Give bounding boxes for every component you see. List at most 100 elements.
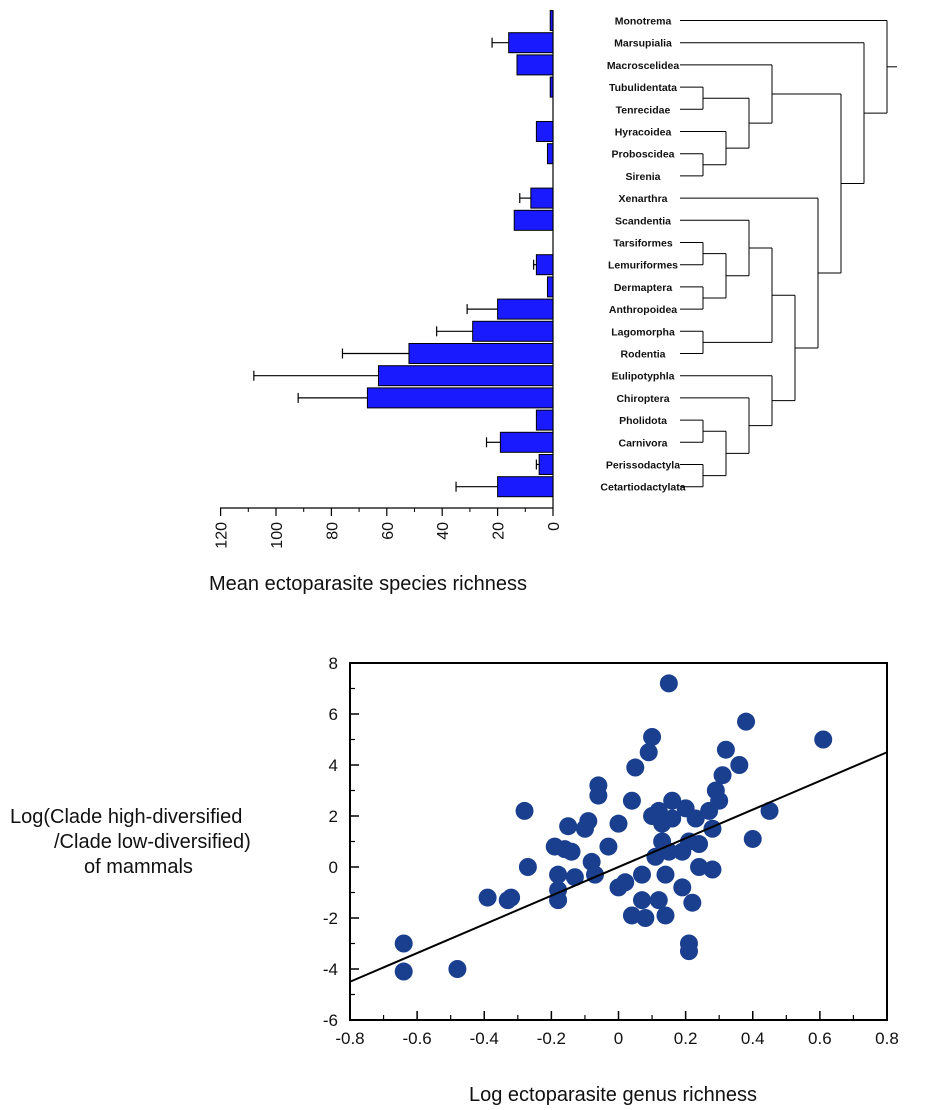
- scatter-point: [565, 868, 584, 887]
- taxon-label-pholidota: Pholidota: [619, 415, 667, 427]
- bar-chart-panel: 120 100 80 60 40 20 0 Monotrema Marsupialia Macro…: [214, 10, 897, 549]
- scatter-point: [555, 840, 574, 859]
- scatter-frame: [349, 662, 888, 1021]
- taxon-label-tenrecidae: Tenrecidae: [616, 104, 671, 116]
- scatter-point: [545, 837, 564, 856]
- scatter-point: [814, 730, 833, 749]
- scatter-x-tick-label: 0: [614, 1029, 623, 1048]
- scatter-point: [622, 791, 641, 810]
- taxon-label-rodentia: Rodentia: [621, 349, 666, 361]
- scatter-point: [579, 812, 598, 831]
- bar-rodentia: [408, 343, 554, 364]
- scatter-point: [690, 858, 709, 876]
- scatter-point: [632, 865, 651, 884]
- scatter-point: [646, 847, 665, 866]
- taxon-label-perissodactyla: Perissodactyla: [606, 460, 680, 472]
- scatter-point: [575, 819, 594, 838]
- scatter-point: [713, 766, 732, 785]
- scatter-point: [730, 756, 749, 774]
- scatter-point: [639, 743, 658, 762]
- taxon-label-scandentia: Scandentia: [615, 215, 671, 227]
- taxon-label-chiroptera: Chiroptera: [616, 393, 669, 405]
- scatter-point: [622, 906, 641, 925]
- scatter-point: [589, 776, 608, 795]
- scatter-point: [700, 801, 719, 820]
- taxon-label-macroscelidea: Macroscelidea: [607, 60, 680, 72]
- taxon-label-xenarthra: Xenarthra: [618, 193, 667, 205]
- taxon-label-marsupialia: Marsupialia: [614, 38, 672, 50]
- scatter-x-tick-label: -0.6: [402, 1029, 431, 1048]
- scatter-point: [549, 865, 568, 884]
- scatter-y-tick-label: 8: [329, 654, 338, 673]
- scatter-point: [498, 891, 517, 910]
- scatter-point: [626, 758, 645, 777]
- scatter-x-tick-label: 0.4: [741, 1029, 765, 1048]
- scatter-point: [649, 801, 668, 820]
- scatter-y-tick-label: -2: [323, 909, 338, 928]
- scatter-point: [760, 801, 779, 820]
- scatter-x-tick-label: -0.4: [470, 1029, 499, 1048]
- bar-lagomorpha: [472, 320, 554, 342]
- bar-x-tick-label: 0: [546, 522, 563, 531]
- scatter-xlabel: Log ectoparasite genus richness: [469, 1084, 757, 1106]
- bar-macroscelidea: [516, 54, 554, 76]
- scatter-point: [448, 960, 467, 978]
- scatter-point: [673, 842, 692, 861]
- bar-x-tick-label: 80: [324, 522, 341, 540]
- scatter-point: [653, 814, 672, 833]
- scatter-point: [683, 893, 702, 912]
- scatter-point: [643, 727, 662, 746]
- taxon-label-proboscidea: Proboscidea: [611, 149, 674, 161]
- bar-eulipotyphla: [377, 365, 554, 387]
- scatter-x-tick-label: -0.8: [335, 1029, 364, 1048]
- taxon-label-eulipotyphla: Eulipotyphla: [612, 371, 675, 383]
- bar-hyracoidea: [535, 121, 554, 142]
- bar-scandentia: [513, 209, 554, 231]
- scatter-point: [549, 891, 568, 910]
- scatter-point: [737, 712, 756, 731]
- scatter-point: [703, 819, 722, 838]
- taxon-label-tarsiformes: Tarsiformes: [613, 238, 672, 250]
- scatter-point: [394, 934, 413, 953]
- scatter-point: [649, 891, 668, 910]
- scatter-point: [394, 962, 413, 981]
- scatter-ylabel-line-3: of mammals: [84, 856, 193, 878]
- scatter-point: [659, 842, 678, 861]
- scatter-point: [549, 880, 568, 899]
- scatter-point: [676, 799, 695, 818]
- bar-xenarthra: [530, 187, 554, 209]
- taxon-label-hyracoidea: Hyracoidea: [615, 127, 672, 139]
- scatter-y-tick-label: 4: [329, 756, 338, 775]
- bar-perissodactyla: [538, 454, 554, 475]
- scatter-ylabel: Log(Clade high-diversified /Clade low-di…: [10, 805, 251, 880]
- scatter-y-tick-label: -6: [323, 1011, 338, 1030]
- taxon-label-dermaptera: Dermaptera: [614, 282, 673, 294]
- scatter-y-tick-label: -4: [323, 960, 338, 979]
- scatter-point: [515, 801, 534, 820]
- scatter-point: [478, 888, 497, 907]
- bar-x-tick-label: 20: [491, 522, 508, 540]
- scatter-point: [663, 791, 682, 810]
- taxon-label-lemuriformes: Lemuriformes: [608, 260, 678, 272]
- scatter-point: [562, 842, 581, 861]
- scatter-point: [716, 740, 735, 759]
- scatter-point: [582, 852, 601, 871]
- bar-marsupialia: [508, 32, 554, 54]
- scatter-point: [679, 832, 698, 851]
- bar-proboscidea: [546, 143, 554, 165]
- scatter-point: [659, 674, 678, 693]
- scatter-point: [656, 906, 675, 925]
- scatter-point: [518, 858, 537, 876]
- bar-carnivora: [499, 431, 554, 453]
- scatter-point: [643, 807, 662, 825]
- scatter-point: [586, 865, 605, 884]
- taxon-label-cetartiodactylata: Cetartiodactylata: [600, 482, 685, 494]
- taxon-label-anthropoidea: Anthropoidea: [609, 304, 677, 316]
- scatter-point: [710, 791, 729, 810]
- scatter-point: [679, 942, 698, 961]
- bar-x-tick-label: 40: [435, 522, 452, 540]
- scatter-ylabel-line-1: Log(Clade high-diversified: [10, 806, 243, 828]
- scatter-point: [609, 814, 628, 833]
- scatter-x-tick-label: 0.8: [875, 1029, 899, 1048]
- scatter-point: [686, 809, 705, 828]
